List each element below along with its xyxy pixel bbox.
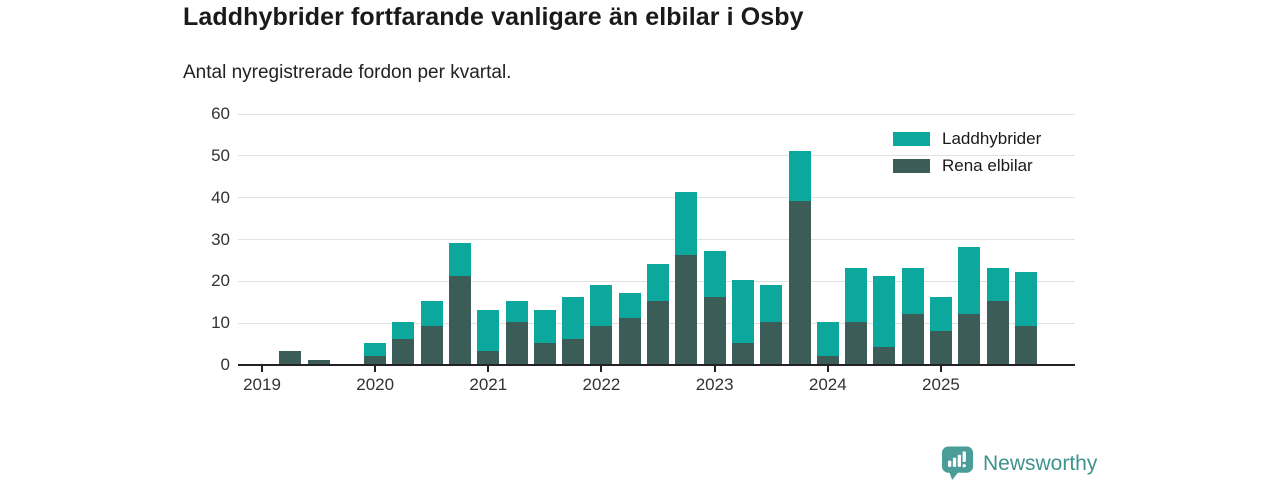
bar-rena-elbilar-2019-Q3 [307,359,330,364]
bar-laddhybrider-2021-Q1 [477,309,500,352]
bar-laddhybrider-2022-Q1 [590,284,613,327]
x-axis-label-2023: 2023 [695,375,734,394]
newsworthy-logo-link[interactable]: Newsworthy [941,445,1097,480]
newsworthy-logo-text: Newsworthy [983,451,1098,475]
newsworthy-bar-chart-bubble-icon [941,446,974,480]
bar-rena-elbilar-2021-Q3 [533,343,556,364]
legend-label-rena-elbilar: Rena elbilar [942,155,1033,175]
bar-rena-elbilar-2023-Q4 [788,200,811,364]
legend-item-rena-elbilar: Rena elbilar [893,155,1041,175]
bar-laddhybrider-2021-Q4 [562,297,585,339]
bar-rena-elbilar-2020-Q1 [364,355,387,364]
gridline-y-60 [238,113,1075,115]
gridline-y-40 [238,197,1075,199]
bar-laddhybrider-2023-Q4 [788,150,811,201]
bar-rena-elbilar-2025-Q2 [958,313,981,364]
legend: Laddhybrider Rena elbilar [893,128,1042,185]
chart-title: Laddhybrider fortfarande vanligare än el… [183,3,804,31]
bar-laddhybrider-2022-Q2 [618,292,641,318]
legend-swatch-laddhybrider [893,131,930,146]
x-axis-label-2021: 2021 [469,375,508,394]
bar-rena-elbilar-2021-Q1 [477,351,500,364]
bar-rena-elbilar-2022-Q3 [647,301,670,364]
bar-laddhybrider-2020-Q1 [364,343,387,356]
y-axis-label-10: 10 [211,313,230,333]
legend-swatch-rena-elbilar [893,158,930,173]
bar-laddhybrider-2024-Q3 [873,276,896,348]
bar-rena-elbilar-2025-Q4 [1014,326,1037,364]
bar-laddhybrider-2023-Q3 [760,284,783,323]
bar-rena-elbilar-2025-Q1 [929,330,952,364]
chart-subtitle: Antal nyregistrerade fordon per kvartal. [183,62,512,83]
x-axis-label-2025: 2025 [922,375,960,394]
bar-rena-elbilar-2024-Q2 [845,322,868,364]
legend-item-laddhybrider: Laddhybrider [893,128,1042,148]
plot-area: Laddhybrider Rena elbilar 0 10 20 30 40 50 60 2… [211,104,1075,394]
bar-laddhybrider-2023-Q2 [731,280,754,344]
x-axis-tick-2024 [826,366,829,372]
bar-rena-elbilar-2025-Q3 [986,301,1009,364]
bar-laddhybrider-2020-Q3 [420,301,443,327]
y-axis-label-60: 60 [211,104,230,123]
bar-rena-elbilar-2020-Q3 [420,326,443,364]
gridline-y-50 [238,155,1075,157]
bar-rena-elbilar-2023-Q2 [731,343,754,364]
bar-rena-elbilar-2021-Q2 [505,322,528,364]
bar-rena-elbilar-2023-Q1 [703,297,726,364]
x-axis-label-2019: 2019 [243,375,281,394]
legend-label-laddhybrider: Laddhybrider [942,128,1042,148]
x-axis-tick-2022 [600,366,603,372]
bar-rena-elbilar-2023-Q3 [760,322,783,364]
bar-rena-elbilar-2022-Q1 [590,326,613,364]
bar-rena-elbilar-2019-Q2 [279,351,302,364]
bar-laddhybrider-2025-Q4 [1014,271,1037,327]
bar-rena-elbilar-2022-Q2 [618,317,641,364]
bar-rena-elbilar-2022-Q4 [675,255,698,364]
y-axis-label-30: 30 [211,229,230,249]
gridline-y-30 [238,239,1075,240]
bar-laddhybrider-2021-Q2 [505,301,528,323]
bar-laddhybrider-2025-Q3 [986,267,1009,302]
bar-laddhybrider-2020-Q4 [449,242,472,277]
y-axis-label-20: 20 [211,271,230,291]
x-axis-tick-2020 [374,366,377,372]
bar-rena-elbilar-2020-Q2 [392,338,415,364]
y-axis-label-0: 0 [220,355,230,374]
x-axis-label-2024: 2024 [808,375,847,394]
bar-laddhybrider-2025-Q2 [958,246,981,314]
bar-rena-elbilar-2024-Q4 [901,313,924,364]
x-axis-label-2022: 2022 [582,375,621,394]
bar-rena-elbilar-2021-Q4 [562,338,585,364]
bar-rena-elbilar-2024-Q1 [816,355,839,364]
x-axis-label-2020: 2020 [356,375,395,394]
bar-laddhybrider-2022-Q4 [675,192,698,256]
bar-laddhybrider-2023-Q1 [703,251,726,298]
bar-laddhybrider-2020-Q2 [392,322,415,339]
x-axis-tick-2019 [261,366,263,372]
bar-laddhybrider-2024-Q2 [845,267,868,323]
x-axis-tick-2021 [487,366,490,372]
y-axis-label-50: 50 [211,145,230,165]
x-axis-line [238,364,1075,366]
bar-rena-elbilar-2024-Q3 [873,347,896,364]
bar-laddhybrider-2022-Q3 [647,263,670,302]
bar-laddhybrider-2021-Q3 [533,309,556,344]
y-axis-label-40: 40 [211,187,230,207]
x-axis-tick-2023 [713,366,716,372]
bar-rena-elbilar-2020-Q4 [449,276,472,364]
x-axis-tick-2025 [939,366,942,372]
bar-laddhybrider-2024-Q1 [816,322,839,356]
bar-laddhybrider-2024-Q4 [901,267,924,314]
bar-laddhybrider-2025-Q1 [929,297,952,331]
